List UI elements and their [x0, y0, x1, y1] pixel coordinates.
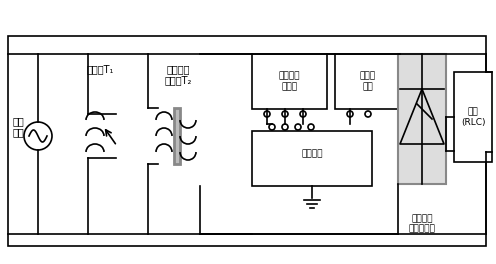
Text: 测量装置: 测量装置 [301, 149, 323, 158]
Bar [335, 54, 400, 109]
Text: 单相降压
变压器T₂: 单相降压 变压器T₂ [164, 64, 191, 86]
Text: 工频
电源: 工频 电源 [12, 116, 24, 138]
Text: 单相全控
整流桥负荷: 单相全控 整流桥负荷 [409, 214, 435, 233]
Text: 待检电流
互感器: 待检电流 互感器 [279, 72, 300, 91]
Text: 同轴分
流器: 同轴分 流器 [360, 72, 375, 91]
Bar [174, 108, 180, 164]
Text: 负载
(RLC): 负载 (RLC) [461, 107, 485, 127]
Bar [454, 72, 492, 162]
Bar [252, 54, 327, 109]
Bar [252, 131, 372, 186]
Bar [8, 36, 486, 246]
Bar [398, 54, 446, 184]
Text: 调压器T₁: 调压器T₁ [86, 64, 114, 74]
